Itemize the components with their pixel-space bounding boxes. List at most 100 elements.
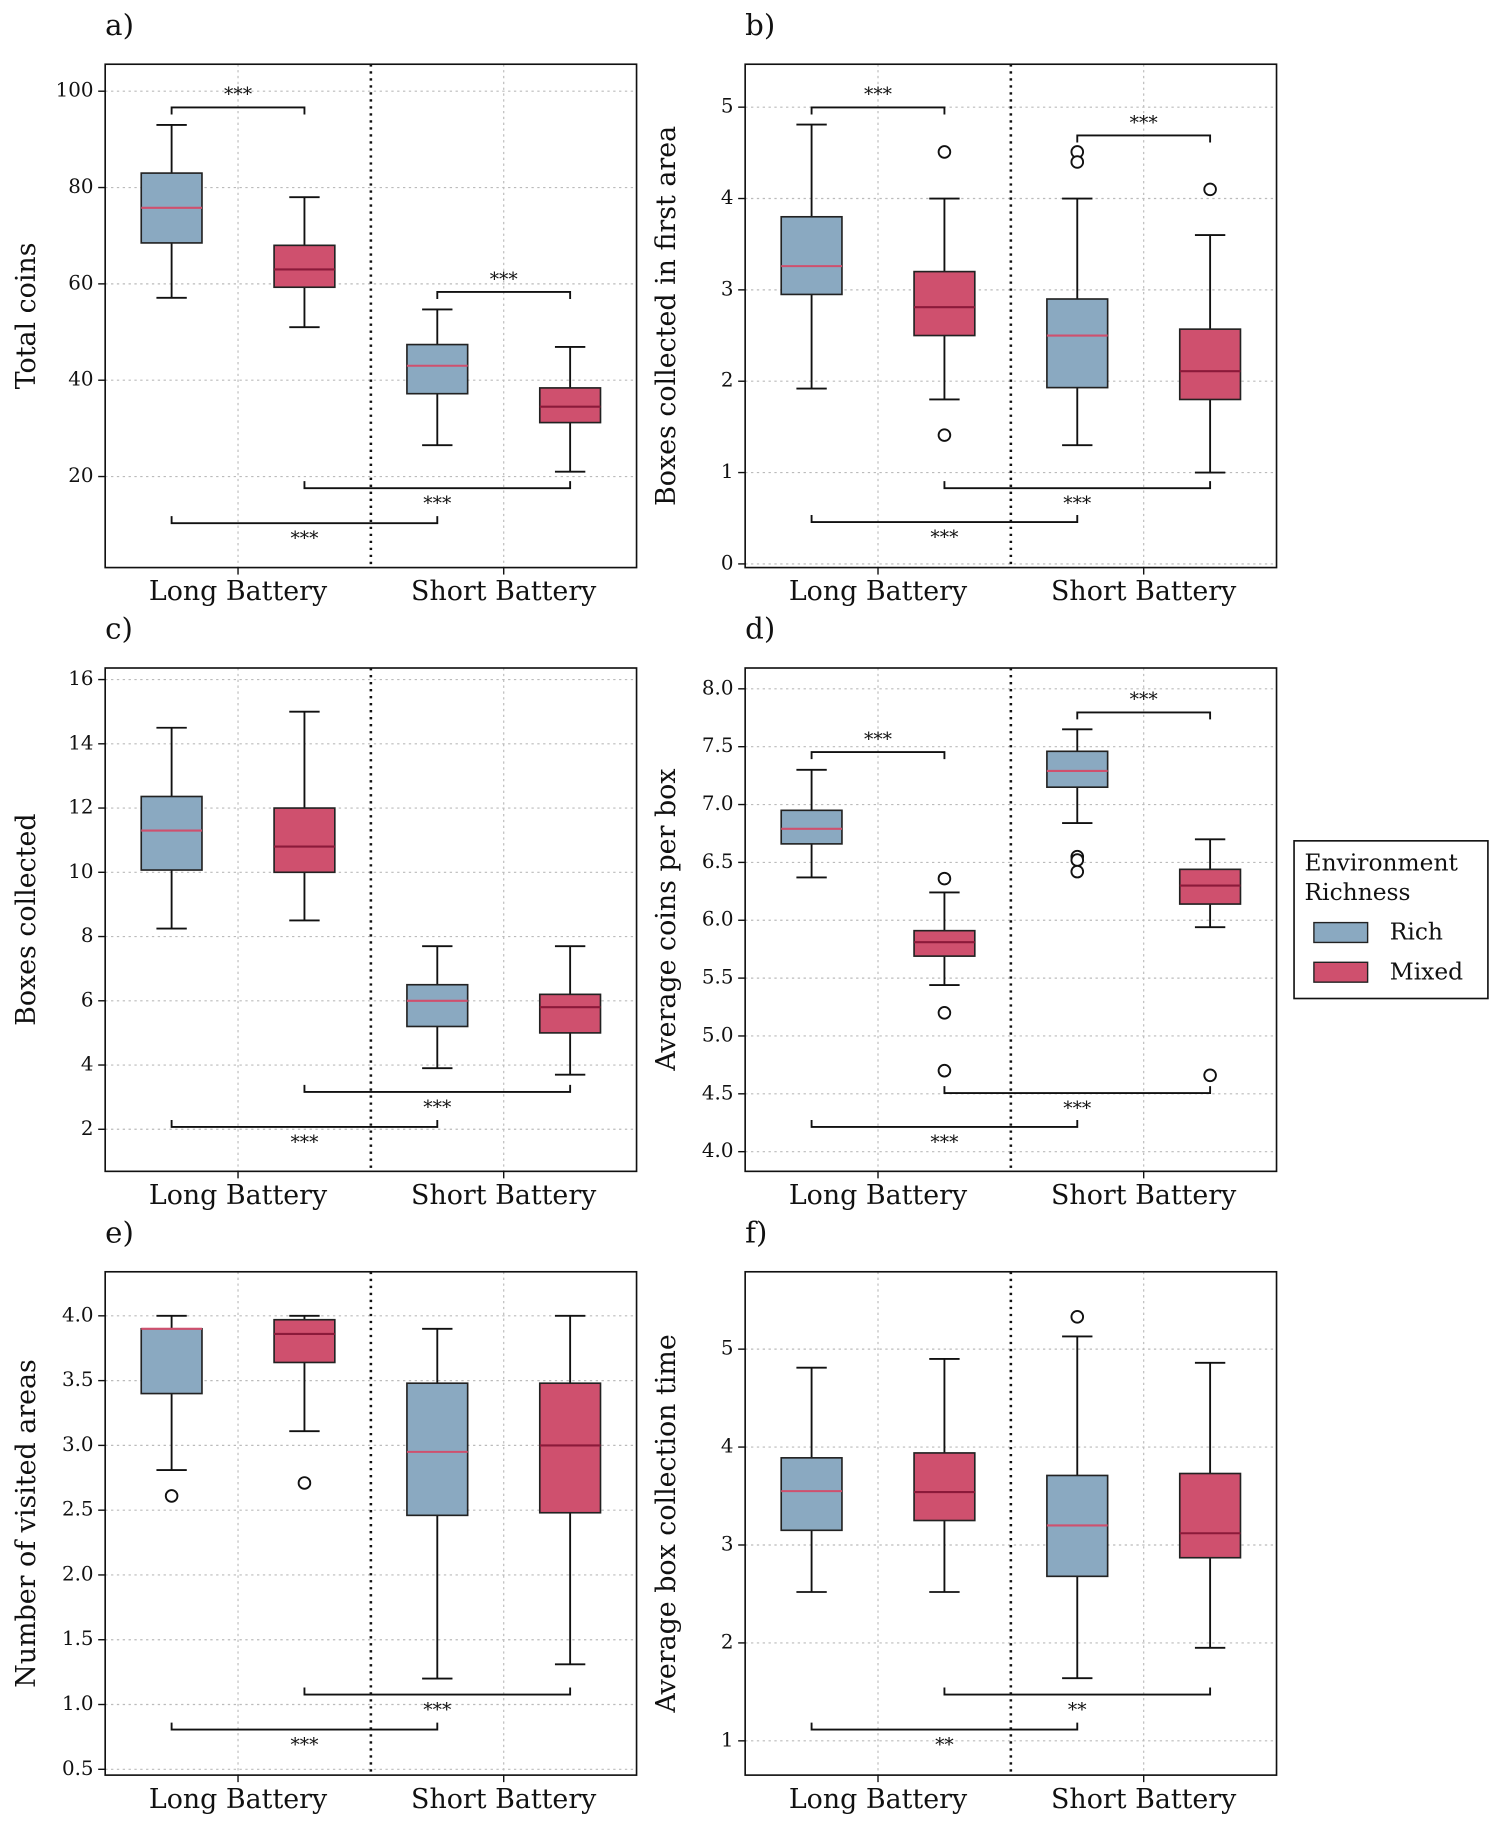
outlier — [937, 1006, 952, 1020]
outlier — [1070, 853, 1085, 867]
legend-swatch — [1313, 961, 1369, 983]
outlier — [937, 1063, 952, 1078]
panel-label: d) — [745, 612, 775, 646]
x-tick-label: Long Battery — [789, 576, 968, 607]
y-tick-label: 3.0 — [62, 1433, 94, 1456]
box — [273, 1318, 336, 1364]
box — [1046, 750, 1109, 789]
box — [140, 1327, 203, 1395]
axes-frame — [104, 63, 638, 569]
significance-label: *** — [290, 1735, 319, 1756]
x-tick-label: Long Battery — [789, 1180, 968, 1211]
x-tick-label: Long Battery — [149, 1784, 328, 1815]
y-tick-label: 5 — [721, 1337, 734, 1360]
y-axis-label: Boxes collected — [11, 813, 42, 1026]
outlier — [1070, 1310, 1085, 1324]
panel-label: e) — [105, 1215, 134, 1249]
significance-bracket — [303, 1084, 572, 1093]
y-tick-label: 2.5 — [62, 1498, 94, 1521]
box — [1178, 328, 1242, 401]
box — [406, 983, 469, 1028]
axes-frame — [104, 667, 638, 1173]
outlier — [1203, 1068, 1217, 1083]
y-tick-label: 3 — [721, 277, 734, 300]
significance-label: *** — [423, 1097, 452, 1118]
axes-frame — [744, 1270, 1278, 1776]
y-tick-label: 10 — [68, 860, 93, 883]
y-tick-label: 4.5 — [702, 1081, 734, 1104]
box — [1178, 1472, 1242, 1559]
x-tick-label: Short Battery — [1051, 576, 1237, 607]
significance-bracket — [810, 106, 946, 115]
y-tick-label: 2 — [81, 1117, 94, 1140]
outlier — [1070, 155, 1085, 169]
significance-bracket — [943, 481, 1212, 490]
plot-area — [105, 668, 637, 1172]
y-tick-label: 4 — [721, 186, 734, 209]
box — [406, 343, 469, 395]
y-tick-label: 100 — [56, 79, 94, 102]
y-tick-label: 4.0 — [702, 1139, 734, 1162]
box — [538, 387, 602, 424]
outlier — [1203, 182, 1217, 197]
significance-bracket — [170, 106, 306, 115]
x-tick-label: Short Battery — [411, 1784, 597, 1815]
significance-bracket — [810, 751, 946, 760]
significance-bracket — [810, 1722, 1079, 1731]
panel-label: c) — [105, 612, 133, 646]
y-tick-label: 16 — [68, 667, 93, 690]
outlier — [937, 428, 952, 442]
y-axis-label: Boxes collected in first area — [651, 126, 682, 506]
y-tick-label: 60 — [68, 271, 93, 294]
y-axis-label: Number of visited areas — [11, 1359, 42, 1688]
y-tick-label: 0 — [721, 551, 734, 574]
y-tick-label: 5.0 — [702, 1023, 734, 1046]
x-tick-label: Short Battery — [411, 576, 597, 607]
y-tick-label: 8 — [81, 924, 94, 947]
y-tick-label: 4.0 — [62, 1303, 94, 1326]
y-tick-label: 40 — [68, 368, 93, 391]
box — [140, 795, 203, 871]
y-tick-label: 6.5 — [702, 850, 734, 873]
box — [913, 929, 976, 957]
significance-label: *** — [864, 85, 893, 106]
y-tick-label: 1 — [721, 1728, 734, 1751]
y-tick-label: 5 — [721, 95, 734, 118]
y-tick-label: 80 — [68, 175, 93, 198]
y-tick-label: 8.0 — [702, 676, 734, 699]
significance-bracket — [436, 291, 572, 299]
outlier — [164, 1489, 179, 1503]
significance-label: *** — [930, 527, 959, 548]
x-tick-label: Short Battery — [411, 1180, 597, 1211]
significance-bracket — [170, 1722, 439, 1731]
significance-label: *** — [290, 1132, 319, 1153]
x-tick-label: Long Battery — [149, 576, 328, 607]
significance-bracket — [810, 515, 1079, 523]
significance-bracket — [943, 1086, 1212, 1095]
outlier — [1070, 864, 1085, 879]
y-tick-label: 0.5 — [62, 1757, 94, 1780]
y-tick-label: 3.5 — [62, 1368, 94, 1391]
box — [538, 993, 602, 1034]
box — [913, 1452, 976, 1522]
significance-bracket — [170, 1119, 439, 1128]
y-tick-label: 4 — [721, 1435, 734, 1458]
legend-swatch — [1313, 921, 1369, 944]
legend-label: Rich — [1390, 918, 1443, 946]
y-axis-label: Average box collection time — [651, 1334, 682, 1713]
legend-label: Mixed — [1390, 957, 1463, 985]
box — [780, 809, 843, 845]
y-axis-label: Total coins — [11, 242, 42, 389]
significance-bracket — [303, 1687, 572, 1696]
y-tick-label: 20 — [68, 464, 93, 487]
significance-label: *** — [864, 729, 893, 750]
y-tick-label: 2.0 — [62, 1562, 94, 1585]
y-tick-label: 2 — [721, 1630, 734, 1653]
y-tick-label: 3 — [721, 1532, 734, 1555]
y-tick-label: 7.5 — [702, 734, 734, 757]
legend-title: Richness — [1305, 878, 1411, 906]
y-tick-label: 14 — [68, 731, 93, 754]
significance-bracket — [943, 1687, 1212, 1696]
y-tick-label: 2 — [721, 369, 734, 392]
